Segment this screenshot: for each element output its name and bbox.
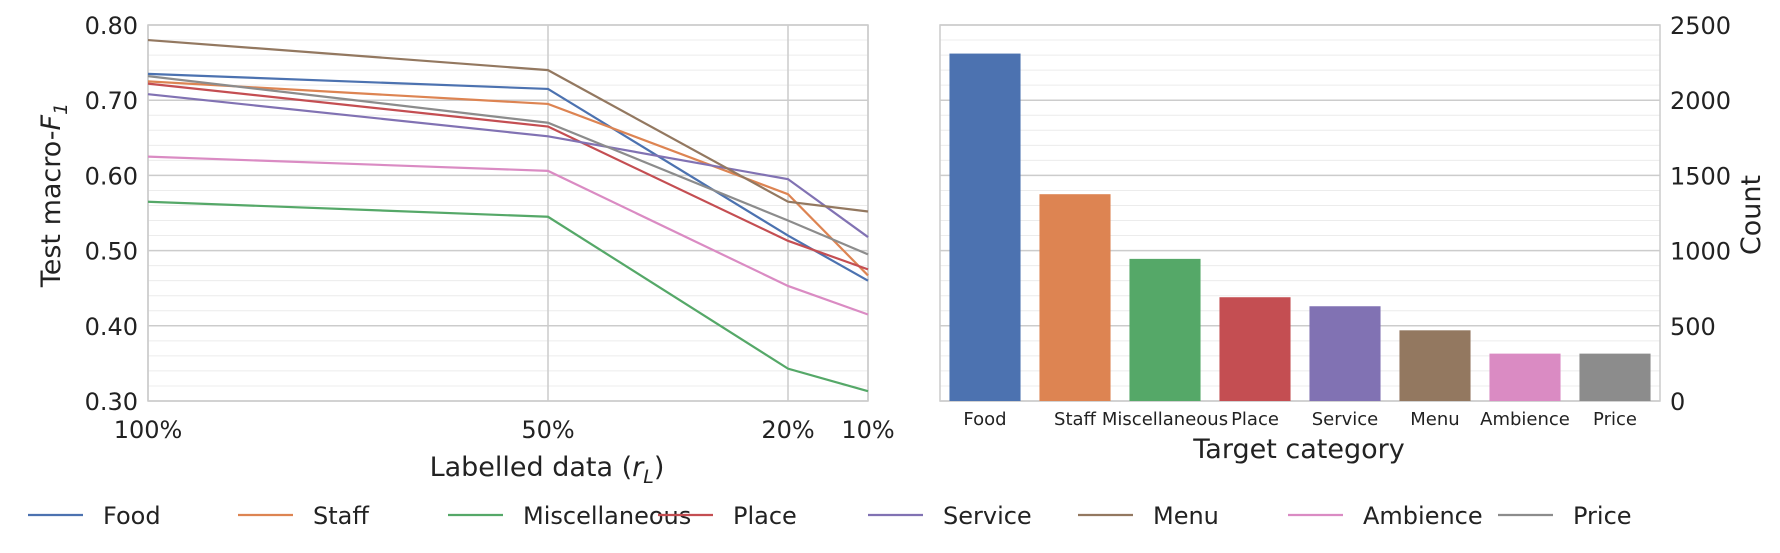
bar-chart-x-tick-label: Staff bbox=[1054, 409, 1097, 430]
bar-chart-x-tick-label: Service bbox=[1312, 409, 1379, 430]
series-line-staff bbox=[147, 80, 869, 277]
line-chart-x-tick-label: 20% bbox=[761, 416, 814, 444]
bar-ambience bbox=[1489, 353, 1561, 401]
line-chart-y-tick-label: 0.40 bbox=[85, 313, 138, 341]
bar-place bbox=[1219, 297, 1291, 401]
legend-label: Price bbox=[1573, 502, 1632, 530]
legend-label: Service bbox=[943, 502, 1032, 530]
bar-chart-x-tick-label: Food bbox=[963, 409, 1006, 430]
legend-item-service: Service bbox=[868, 502, 1032, 530]
legend-item-place: Place bbox=[658, 502, 797, 530]
line-chart-panel: 0.30 0.40 0.50 0.60 0.70 0.80 100% 50% 20% 10% L… bbox=[36, 12, 895, 488]
series-line-food bbox=[147, 72, 869, 282]
line-chart-major-grid bbox=[147, 24, 869, 402]
line-chart-y-tick-label: 0.30 bbox=[85, 388, 138, 416]
bar-chart-x-tick-label: Ambience bbox=[1480, 409, 1570, 430]
bar-chart-y-tick-labels: 0 500 1000 1500 2000 2500 bbox=[1670, 12, 1731, 416]
legend-item-miscellaneous: Miscellaneous bbox=[448, 502, 691, 530]
bar-chart-x-tick-label: Menu bbox=[1410, 409, 1459, 430]
line-chart-x-tick-labels: 100% 50% 20% 10% bbox=[114, 416, 895, 444]
line-chart-minor-grid bbox=[148, 39, 868, 387]
line-chart-y-tick-label: 0.80 bbox=[85, 12, 138, 40]
bar-chart-panel: 0 500 1000 1500 2000 2500 Food Staff Miscellane… bbox=[939, 12, 1767, 465]
series-line-miscellaneous bbox=[147, 200, 869, 393]
series-line-service bbox=[147, 93, 869, 238]
line-chart-x-tick-label: 100% bbox=[114, 416, 183, 444]
bar-chart-frame bbox=[939, 24, 1661, 402]
series-line-menu bbox=[147, 38, 869, 213]
bar-chart-x-tick-label: Place bbox=[1231, 409, 1279, 430]
bar-food bbox=[949, 53, 1021, 402]
series-line-place bbox=[147, 82, 869, 271]
bar-chart-y-tick-label: 0 bbox=[1670, 388, 1685, 416]
bar-price bbox=[1579, 353, 1651, 401]
bar-chart-y-tick-label: 1500 bbox=[1670, 162, 1731, 190]
legend: Food Staff Miscellaneous Place Service Menu Am… bbox=[28, 502, 1632, 530]
legend-item-ambience: Ambience bbox=[1288, 502, 1483, 530]
line-chart-x-tick-label: 50% bbox=[521, 416, 574, 444]
series-line-price bbox=[147, 75, 869, 256]
line-chart-y-tick-label: 0.70 bbox=[85, 87, 138, 115]
legend-label: Ambience bbox=[1363, 502, 1483, 530]
bar-chart-y-tick-label: 2500 bbox=[1670, 12, 1731, 40]
bar-staff bbox=[1039, 194, 1111, 401]
line-chart-y-axis-label: Test macro-F1 bbox=[36, 103, 72, 288]
legend-label: Place bbox=[733, 502, 797, 530]
series-line-ambience bbox=[147, 155, 869, 316]
legend-item-price: Price bbox=[1498, 502, 1632, 530]
line-chart-y-tick-label: 0.60 bbox=[85, 162, 138, 190]
bar-menu bbox=[1399, 330, 1471, 401]
bar-chart-y-tick-label: 2000 bbox=[1670, 87, 1731, 115]
line-chart-x-tick-label: 10% bbox=[841, 416, 894, 444]
legend-label: Menu bbox=[1153, 502, 1219, 530]
bar-service bbox=[1309, 306, 1381, 401]
line-chart-y-tick-label: 0.50 bbox=[85, 238, 138, 266]
bar-chart-x-tick-labels: Food Staff Miscellaneous Place Service Menu Am… bbox=[963, 409, 1637, 430]
bar-chart-y-tick-label: 1000 bbox=[1670, 238, 1731, 266]
line-chart-series bbox=[147, 38, 869, 393]
line-chart-x-axis-label: Labelled data (rL) bbox=[430, 452, 665, 488]
legend-label: Food bbox=[103, 502, 161, 530]
line-chart-frame bbox=[147, 24, 869, 402]
bar-chart-y-axis-label: Count bbox=[1736, 175, 1767, 255]
bar-chart-y-tick-label: 500 bbox=[1670, 313, 1716, 341]
legend-item-staff: Staff bbox=[238, 502, 369, 530]
bar-chart-bars bbox=[949, 53, 1651, 402]
line-chart-y-tick-labels: 0.30 0.40 0.50 0.60 0.70 0.80 bbox=[85, 12, 138, 416]
bar-chart-x-tick-label: Miscellaneous bbox=[1102, 409, 1228, 430]
bar-chart-x-axis-label: Target category bbox=[1192, 434, 1404, 465]
bar-chart-x-tick-label: Price bbox=[1593, 409, 1637, 430]
bar-miscellaneous bbox=[1129, 258, 1201, 401]
legend-item-menu: Menu bbox=[1078, 502, 1219, 530]
legend-item-food: Food bbox=[28, 502, 161, 530]
legend-label: Staff bbox=[313, 502, 369, 530]
